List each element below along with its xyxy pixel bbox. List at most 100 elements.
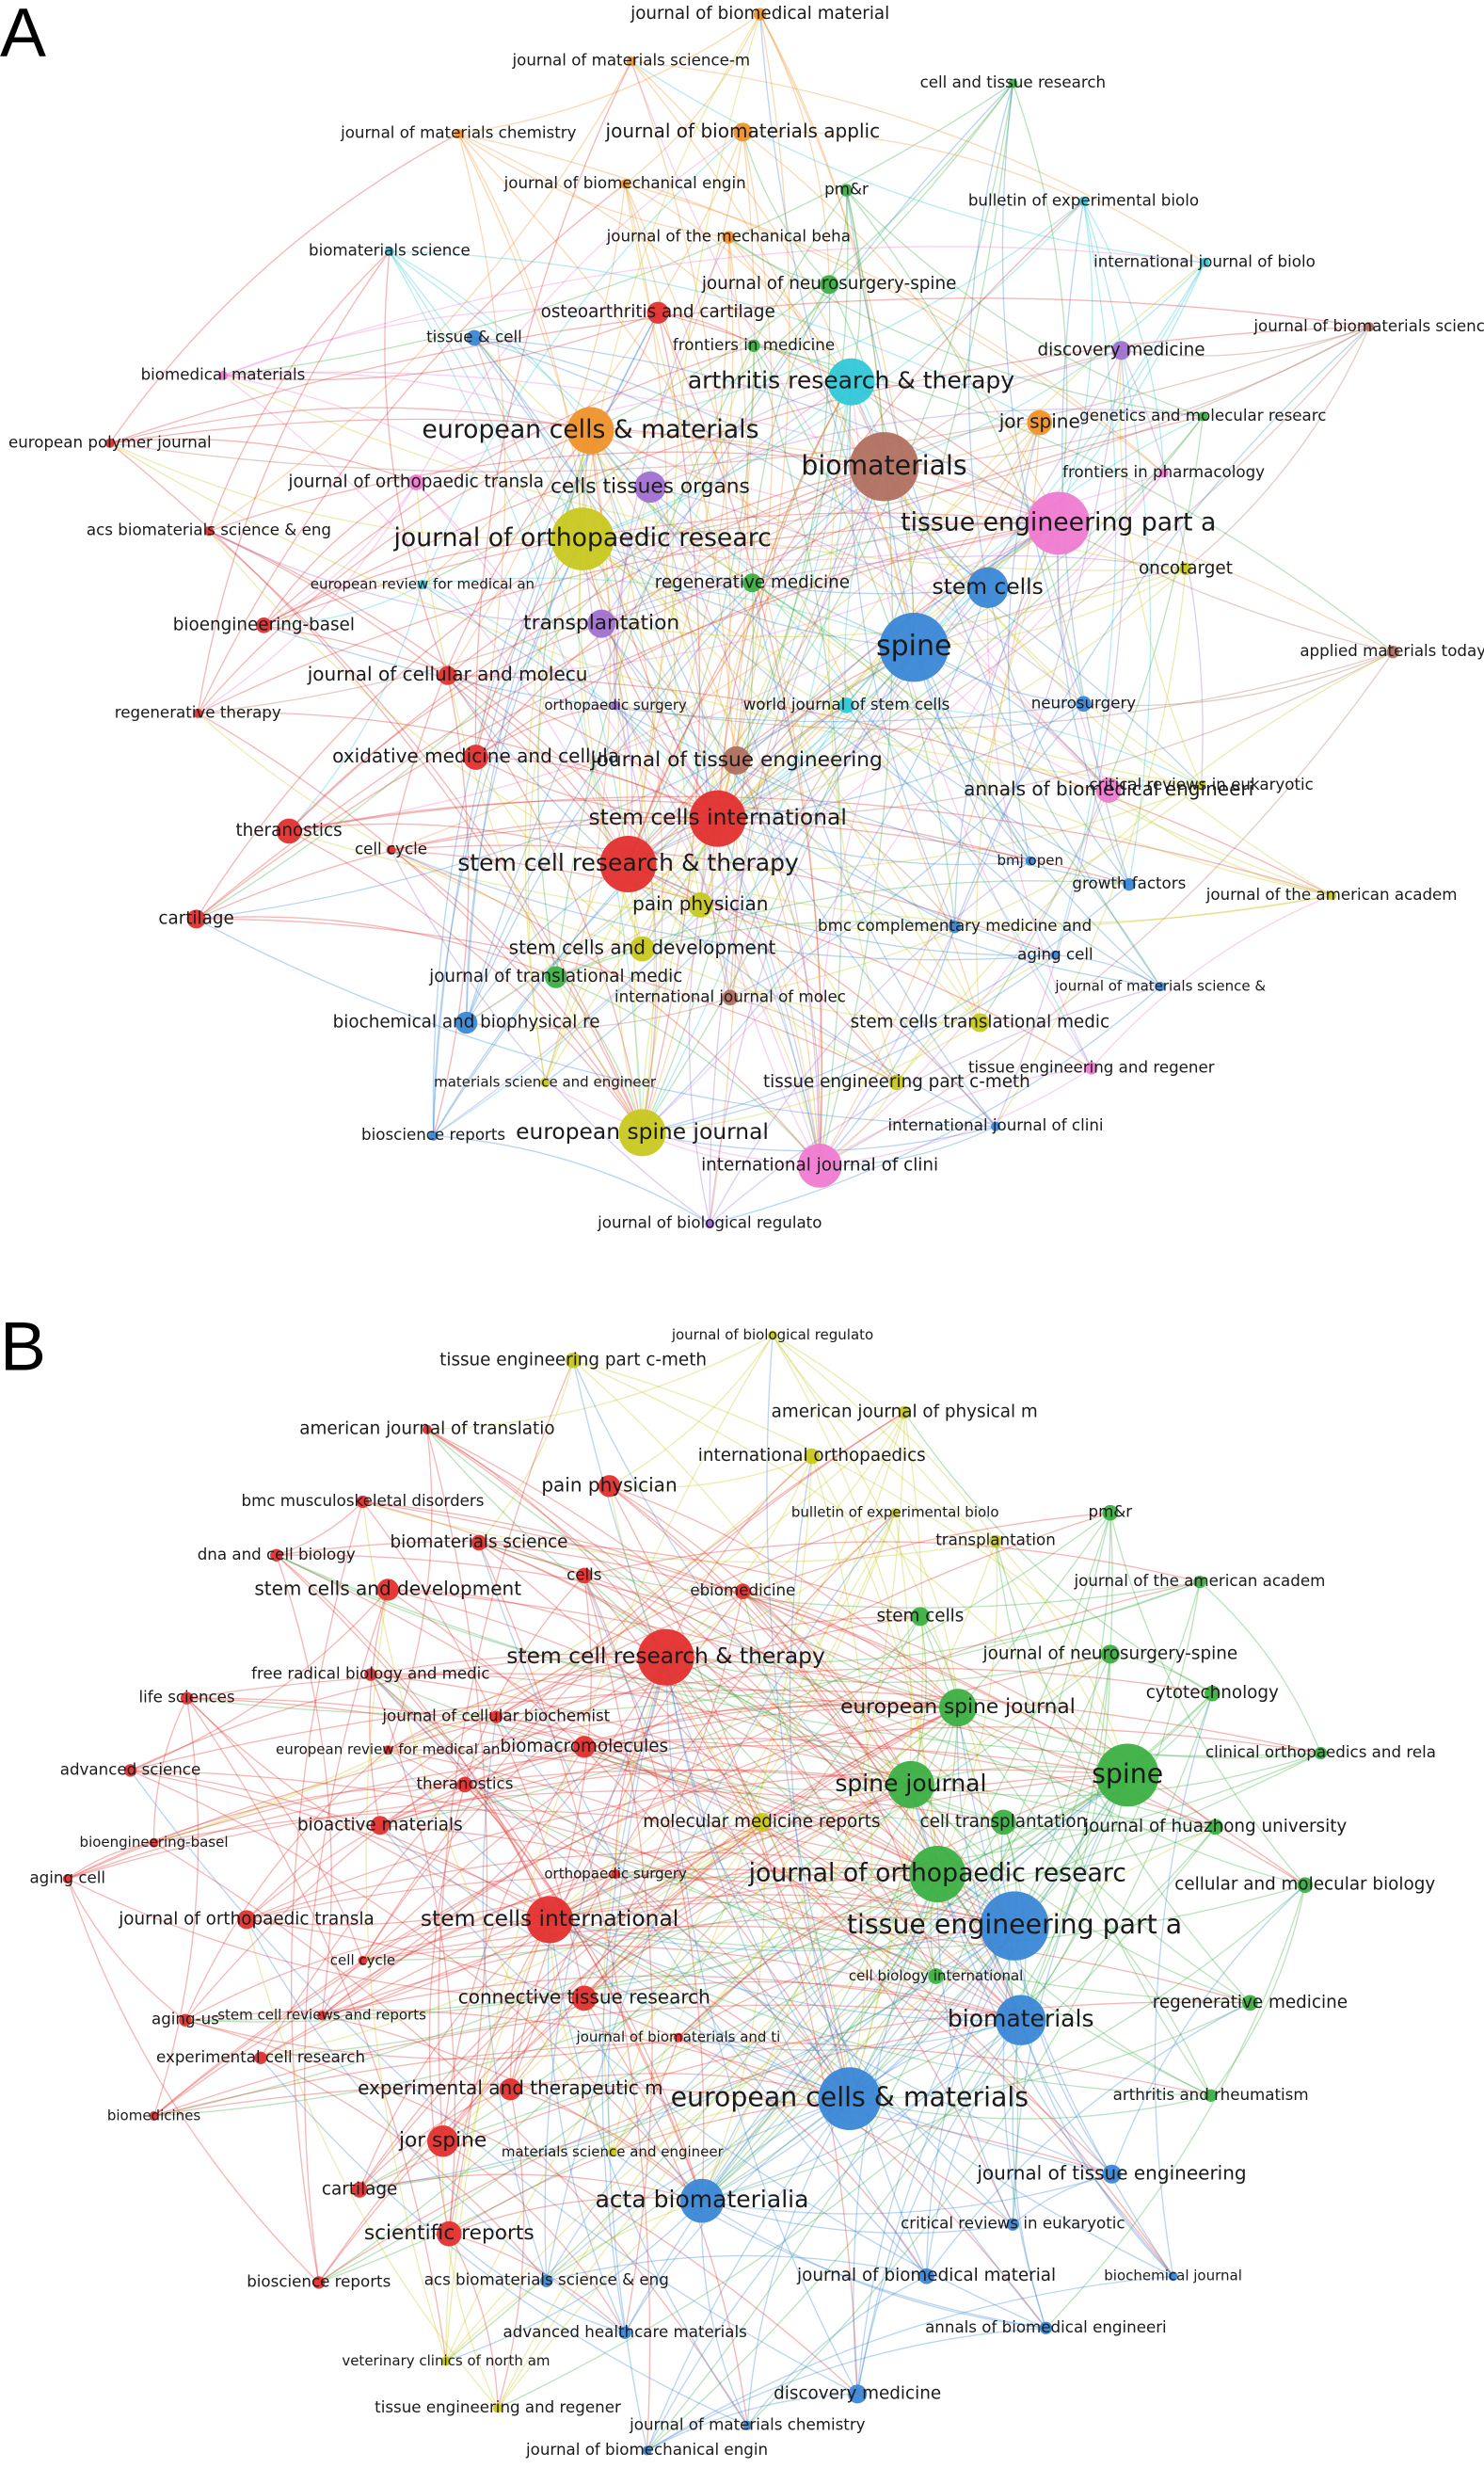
- edge: [678, 1925, 1015, 2039]
- edge: [546, 1873, 938, 2282]
- edge: [196, 415, 1204, 920]
- edge: [389, 250, 1093, 1069]
- edge: [369, 1589, 389, 1826]
- edge: [153, 1744, 1128, 1844]
- edge: [819, 926, 956, 1166]
- node-label: tissue engineering and regener: [375, 2398, 621, 2416]
- edge: [318, 1784, 912, 2284]
- node-label: acs biomaterials science & eng: [87, 521, 331, 539]
- edge: [759, 14, 1031, 862]
- edge: [664, 1455, 813, 1658]
- node: [620, 179, 630, 189]
- edge: [729, 785, 1203, 999]
- edge: [819, 790, 1109, 1166]
- edge: [389, 250, 1041, 424]
- edge: [544, 1082, 821, 1167]
- edge: [624, 184, 738, 1225]
- edge: [196, 522, 1059, 920]
- edge: [709, 647, 915, 1225]
- node: [1027, 491, 1091, 555]
- node-label: biomedical materials: [141, 366, 306, 384]
- node-label: journal of biological regulato: [597, 1214, 822, 1232]
- edge: [600, 582, 753, 625]
- edge: [222, 372, 591, 432]
- edge: [549, 1867, 938, 1921]
- edge: [642, 1021, 981, 1134]
- node-label: frontiers in pharmacology: [1062, 463, 1265, 481]
- node: [1006, 2218, 1020, 2231]
- edge: [465, 83, 1013, 1023]
- edge: [263, 537, 583, 626]
- edge: [457, 133, 506, 758]
- edge: [1020, 1513, 1113, 2021]
- node-label: arthritis and rheumatism: [1113, 2086, 1309, 2104]
- edge: [1012, 2020, 1047, 2329]
- edge: [422, 83, 1013, 585]
- edge: [67, 1769, 911, 1880]
- edge: [474, 538, 583, 758]
- node: [1199, 257, 1209, 267]
- edge: [845, 189, 861, 382]
- node: [587, 609, 616, 638]
- edge: [473, 337, 1060, 524]
- edge: [957, 1707, 1251, 2004]
- node-label: spine journal: [835, 1770, 986, 1797]
- edge: [742, 1591, 937, 1977]
- node-label: journal of biomaterials applic: [605, 120, 881, 142]
- edge: [612, 2097, 850, 2154]
- node: [179, 2013, 192, 2027]
- edge: [263, 482, 417, 626]
- edge: [664, 1657, 858, 2395]
- edge: [609, 1485, 959, 1708]
- edge: [197, 183, 626, 714]
- node-label: regenerative medicine: [1153, 1993, 1348, 2012]
- edge: [549, 1918, 1211, 2096]
- edge: [152, 1697, 188, 1843]
- edge: [246, 1919, 499, 2409]
- node-label: cells tissues organs: [551, 474, 750, 498]
- node: [839, 184, 854, 197]
- node-label: bioengineering-basel: [80, 1834, 229, 1851]
- edge: [549, 1615, 921, 1921]
- edge: [600, 381, 852, 625]
- edge: [630, 60, 853, 382]
- edge: [699, 262, 1205, 905]
- node-label: european review for medical an: [276, 1741, 500, 1758]
- edge: [321, 1960, 363, 2016]
- edge: [896, 651, 1394, 1083]
- edge: [129, 1770, 858, 2395]
- edge: [627, 200, 1084, 865]
- node-label: journal of huazhong university: [1083, 1817, 1347, 1836]
- edge: [717, 568, 1187, 820]
- edge: [466, 863, 629, 1023]
- edge: [482, 1717, 548, 2282]
- edge: [130, 1770, 851, 2100]
- node-label: pm&r: [1088, 1503, 1132, 1521]
- edge: [288, 466, 885, 832]
- edge: [359, 2173, 703, 2202]
- node: [203, 526, 214, 537]
- edge: [665, 1657, 851, 2099]
- node-label: bioscience reports: [361, 1126, 505, 1144]
- edge: [222, 375, 583, 540]
- edge: [457, 133, 583, 539]
- edge: [432, 675, 470, 1136]
- edge: [458, 13, 761, 135]
- node-label: pain physician: [632, 892, 768, 915]
- edge: [546, 1821, 1004, 2282]
- node: [838, 697, 854, 713]
- edge: [1007, 422, 1041, 861]
- edge: [457, 133, 981, 1023]
- node-label: clinical orthopaedics and rela: [1205, 1743, 1436, 1761]
- edge: [913, 262, 1205, 649]
- edge: [612, 1653, 1111, 2153]
- edge: [222, 246, 1205, 377]
- edge: [925, 1925, 1015, 2277]
- edge: [583, 1784, 912, 1999]
- edge: [509, 1591, 743, 2091]
- edge: [222, 83, 1013, 377]
- node: [440, 2356, 451, 2366]
- edge: [549, 1412, 905, 1920]
- edge: [465, 538, 583, 1023]
- edge: [197, 429, 591, 714]
